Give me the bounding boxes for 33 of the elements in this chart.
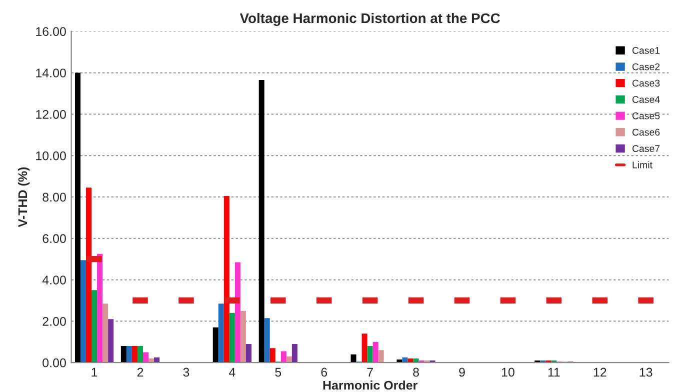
y-tick-label: 0.00 [42, 358, 66, 368]
legend-label: Case3 [632, 80, 660, 87]
y-tick-label: 16.00 [36, 27, 66, 36]
chart-title: Voltage Harmonic Distortion at the PCC [240, 12, 500, 26]
y-tick-label: 8.00 [42, 192, 66, 202]
x-tick-label: 12 [594, 368, 606, 377]
y-tick-label: 12.00 [36, 110, 66, 119]
x-tick-label: 10 [502, 368, 514, 377]
x-tick-label: 9 [459, 368, 465, 377]
x-tick-label: 4 [228, 368, 236, 377]
legend-label: Case4 [632, 96, 660, 103]
legend-label: Case1 [632, 46, 660, 54]
y-tick-label: 6.00 [42, 234, 66, 244]
y-tick-label: 14.00 [36, 68, 66, 78]
legend-label: Case7 [632, 145, 660, 152]
legend-label: Limit [632, 161, 652, 168]
x-tick-label: 11 [548, 368, 560, 377]
x-tick-label: 3 [183, 368, 190, 377]
x-tick-label: 6 [321, 368, 328, 377]
y-axis-title: V-THD (%) [18, 167, 30, 228]
x-tick-label: 1 [92, 368, 98, 377]
y-tick-label: 10.00 [36, 151, 66, 160]
x-axis-title: Harmonic Order [323, 380, 418, 390]
legend-label: Case6 [632, 128, 660, 136]
x-tick-label: 5 [275, 368, 282, 377]
x-tick-label: 8 [413, 368, 419, 377]
legend-label: Case5 [632, 112, 660, 120]
y-tick-label: 2.00 [42, 316, 66, 326]
x-tick-label: 7 [367, 368, 373, 377]
x-tick-label: 13 [640, 368, 652, 377]
y-tick-label: 4.00 [42, 276, 66, 284]
legend-label: Case2 [632, 63, 660, 70]
x-tick-label: 2 [137, 368, 144, 377]
